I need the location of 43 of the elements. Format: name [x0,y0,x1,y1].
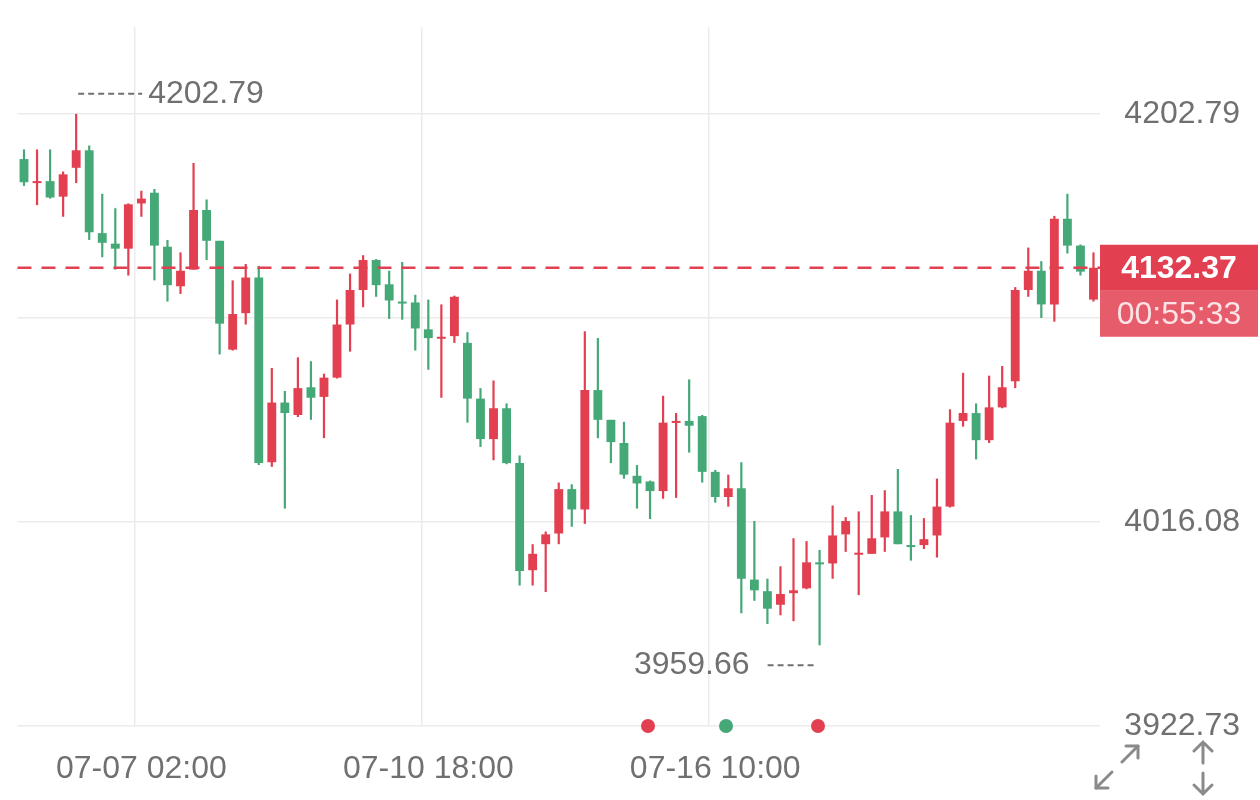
candlestick [789,537,798,623]
candlestick [997,364,1007,410]
ref-line-label: 4132.37 [1121,248,1237,285]
candlestick [919,517,929,551]
text: 00:55:33 [1116,294,1242,331]
candlestick [110,207,120,271]
x-tick-label: 07-10 18:00 [342,749,514,786]
y-tick-label: 4016.08 [1124,501,1240,538]
candlestick [723,473,733,508]
candlestick [645,479,655,521]
candlestick [854,510,864,597]
candlestick [541,530,551,594]
candlestick [71,112,81,185]
candlestick [397,260,407,321]
candlestick [606,418,616,465]
candlestick [815,548,825,647]
candlestick [906,514,916,562]
candlestick [841,516,851,553]
x-tick-label: 07-07 02:00 [55,749,227,786]
candlestick [306,360,316,421]
candlestick [867,493,877,555]
y-tick-label: 3922.73 [1124,705,1240,742]
candlestick [280,389,290,510]
candlestick [45,148,55,200]
candlestick [176,251,185,296]
y-tick-label: 4202.79 [1124,93,1240,130]
x-tick-label: 07-16 10:00 [629,749,801,786]
candlestick [762,577,772,626]
candlestick [436,303,446,399]
candlestick [58,170,68,218]
candlestick [528,543,538,587]
candlestick [776,565,785,617]
candlestick [19,148,29,188]
annotation: 4202.79 [148,73,264,110]
candlestick [423,298,433,371]
candlestick [671,411,681,499]
candlestick [684,378,694,454]
candlestick [97,192,107,259]
candlestick [384,269,394,320]
candlestick [749,519,759,602]
annotation: 3959.66 [633,645,750,682]
candlestick [567,483,577,528]
candlestick [958,371,968,428]
